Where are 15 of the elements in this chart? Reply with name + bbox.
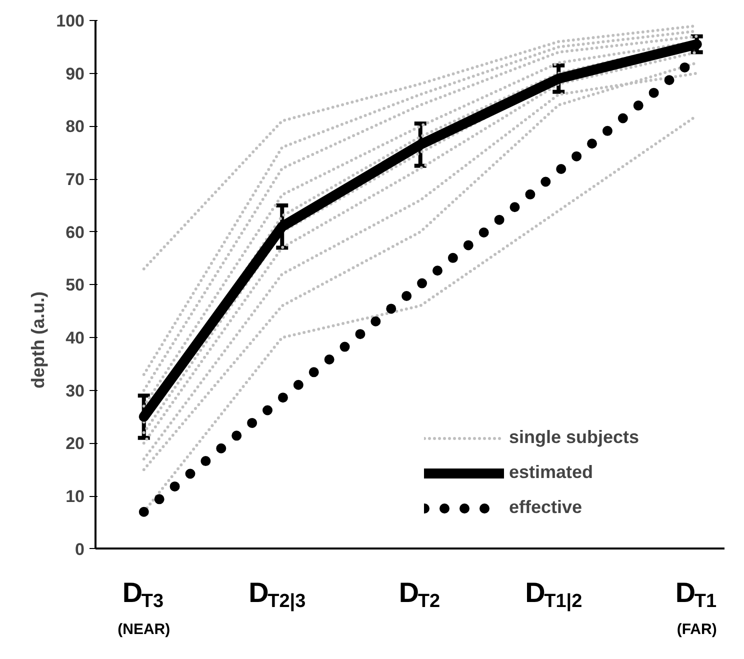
y-tick-label: 70 [66,170,85,189]
y-axis-title: depth (a.u.) [28,291,48,388]
y-tick-label: 20 [66,434,85,454]
y-tick-label: 0 [75,540,85,559]
y-tick-label: 60 [66,222,85,242]
legend-label: estimated [509,462,594,484]
y-tick-label: 50 [66,276,85,295]
y-tick-label: 40 [66,328,85,348]
y-tick-label: 80 [66,117,85,136]
y-tick-label: 90 [66,64,85,84]
legend-label: single subjects [509,427,640,448]
y-tick-label: 100 [56,12,85,30]
y-tick-label: 10 [66,487,85,506]
legend-label: effective [509,497,582,518]
y-tick-label: 30 [66,381,85,400]
